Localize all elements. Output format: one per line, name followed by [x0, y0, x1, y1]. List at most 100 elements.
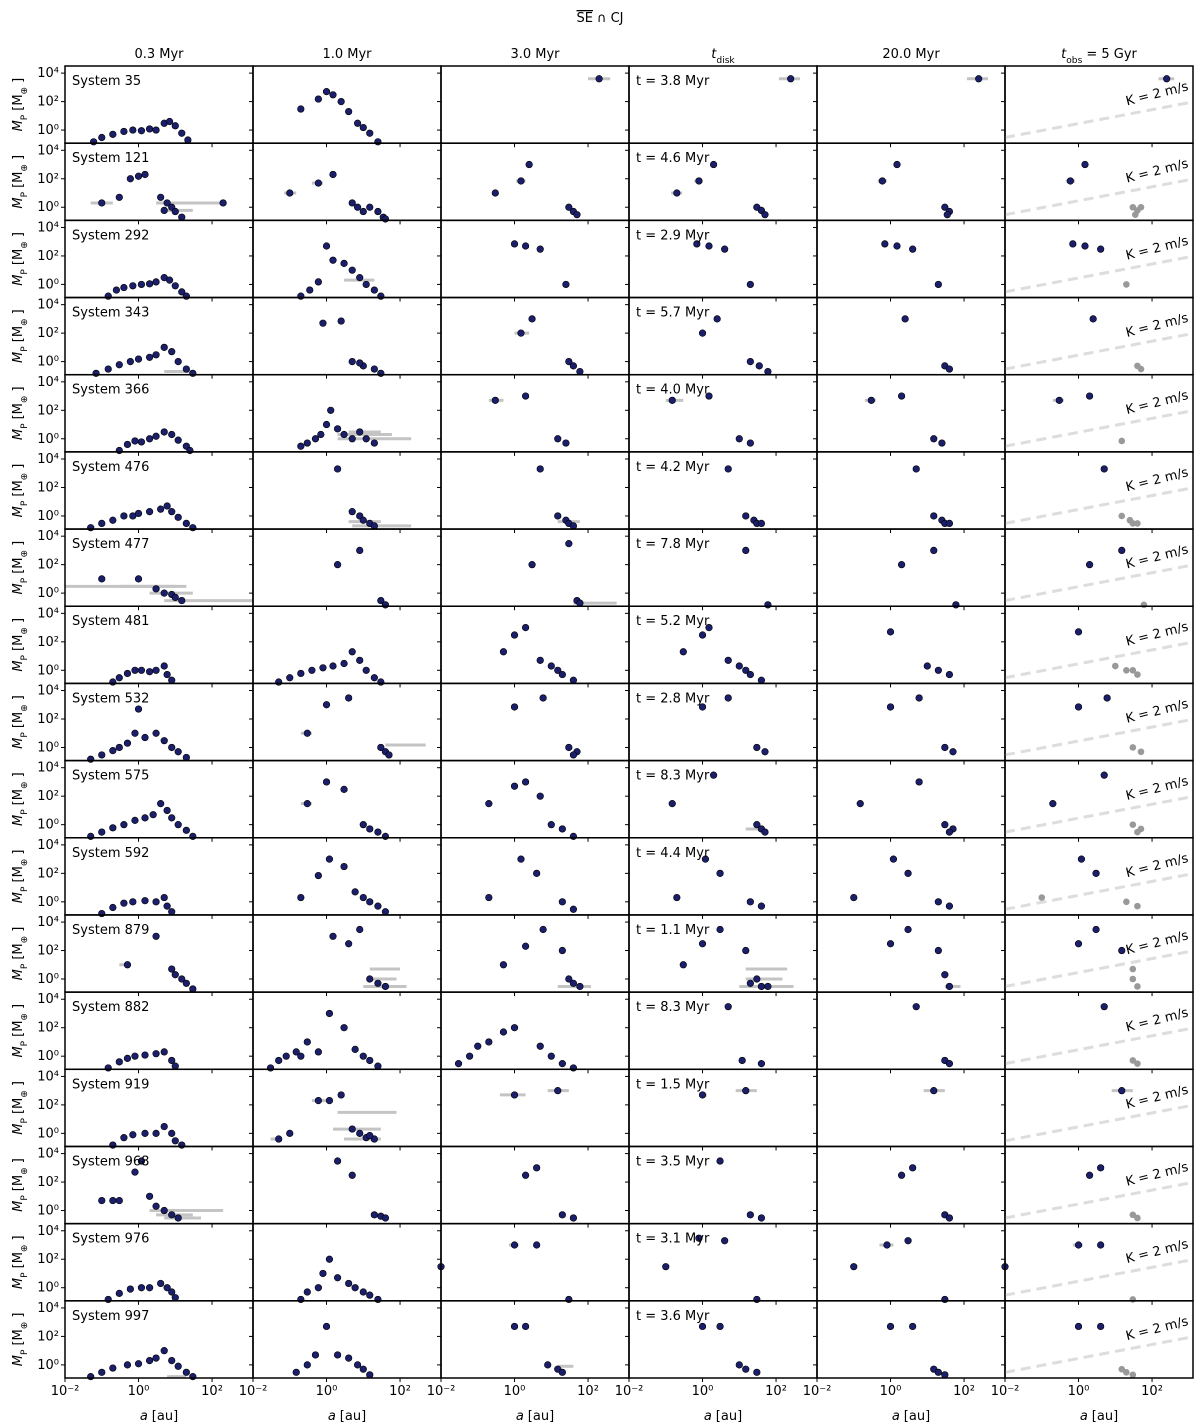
- planet-point: [673, 189, 681, 197]
- planet-point: [377, 292, 385, 300]
- column-title: 1.0 Myr: [322, 47, 372, 62]
- text-part: [M: [11, 249, 26, 265]
- planet-point: [569, 905, 578, 913]
- panel-frame: [252, 837, 442, 916]
- planet-point: [943, 211, 951, 219]
- planet-point: [87, 1373, 95, 1381]
- planet-point: [742, 1087, 750, 1095]
- planet-point: [562, 280, 570, 289]
- planet-point: [377, 678, 385, 686]
- planet-point: [753, 975, 761, 983]
- text-part: [M: [11, 172, 26, 188]
- planet-point: [160, 1347, 168, 1355]
- planet-point: [325, 1255, 334, 1263]
- planet-point: [182, 753, 190, 762]
- text-part: M: [11, 738, 26, 749]
- x-tick-label: 10²: [577, 1384, 599, 1399]
- y-axis-label: MP [M⊕]: [11, 155, 30, 209]
- text-part: disk: [716, 56, 735, 66]
- planet-point: [314, 179, 322, 187]
- planet-point: [340, 1024, 348, 1032]
- planet-point: [521, 942, 530, 950]
- text-part: = 5 Gyr: [1086, 47, 1137, 62]
- time-label: t = 5.7 Myr: [636, 306, 710, 321]
- planet-point: [109, 747, 117, 755]
- planet-point: [168, 430, 176, 439]
- planet-point: [510, 782, 519, 790]
- planet-point: [145, 1192, 154, 1200]
- planet-point: [325, 1096, 334, 1105]
- planet-point: [701, 855, 710, 863]
- faded-point: [1123, 667, 1130, 674]
- planet-point: [716, 925, 724, 934]
- time-label: t = 4.4 Myr: [636, 846, 710, 861]
- text-part: a: [892, 1409, 900, 1424]
- planet-point: [178, 213, 186, 221]
- planet-point: [893, 242, 901, 250]
- panel-frame: [440, 296, 630, 376]
- planet-point: [297, 105, 305, 113]
- planet-point: [182, 292, 190, 300]
- planet-point: [126, 175, 134, 183]
- faded-point: [1134, 1060, 1141, 1067]
- y-tick-label: 10²: [37, 944, 59, 959]
- panel-frame: [816, 451, 1006, 530]
- planet-point: [340, 785, 348, 793]
- planet-point: [510, 703, 519, 711]
- panel-frame: [440, 1222, 630, 1302]
- text-part: ]: [11, 618, 26, 623]
- planet-point: [724, 1003, 732, 1011]
- planet-point: [945, 519, 954, 527]
- k-line: [1004, 1335, 1194, 1374]
- text-part: t: [711, 47, 717, 62]
- panel-frame: [1004, 991, 1194, 1071]
- planet-point: [673, 893, 681, 902]
- text-part: M: [11, 120, 26, 131]
- panel-frame: [252, 451, 442, 530]
- y-tick-label: 10²: [37, 1252, 59, 1267]
- panel-frame: [816, 759, 1006, 839]
- planet-point: [131, 816, 139, 824]
- planet-point: [168, 965, 176, 973]
- planet-point: [366, 1291, 374, 1299]
- text-part: [M: [11, 1329, 26, 1345]
- planet-point: [915, 694, 923, 702]
- planet-point: [746, 280, 754, 289]
- text-part: 1.0 Myr: [322, 47, 372, 62]
- planet-point: [115, 674, 123, 682]
- text-part: a: [140, 1409, 148, 1424]
- planet-point: [168, 348, 176, 356]
- planet-point: [348, 266, 356, 274]
- planet-point: [131, 666, 139, 674]
- y-tick-label: 10²: [37, 403, 59, 418]
- y-tick-label: 10²: [37, 172, 59, 187]
- planet-point: [297, 893, 305, 902]
- planet-point: [1097, 245, 1105, 253]
- planet-point: [569, 1214, 578, 1222]
- planet-point: [333, 1157, 342, 1165]
- planet-point: [757, 902, 766, 910]
- time-label: t = 7.8 Myr: [636, 537, 710, 552]
- planet-point: [356, 274, 364, 282]
- planet-point: [137, 438, 146, 446]
- planet-point: [286, 1129, 294, 1137]
- planet-point: [168, 1056, 176, 1065]
- planet-point: [485, 893, 493, 902]
- text-part: ]: [11, 78, 26, 83]
- planet-point: [757, 1060, 766, 1068]
- planet-point: [351, 1284, 359, 1292]
- planet-point: [297, 1052, 305, 1060]
- planet-point: [510, 1024, 519, 1032]
- planet-point: [340, 862, 348, 871]
- planet-point: [525, 160, 533, 169]
- planet-point: [87, 524, 95, 532]
- text-part: ]: [11, 386, 26, 391]
- planet-point: [698, 631, 707, 639]
- text-part: ⊕: [20, 87, 30, 95]
- y-tick-label: 10⁰: [37, 277, 59, 292]
- planet-point: [152, 729, 160, 737]
- time-label: t = 5.2 Myr: [636, 614, 710, 629]
- planet-point: [109, 130, 117, 138]
- planet-point: [569, 362, 578, 370]
- planet-point: [126, 1285, 134, 1293]
